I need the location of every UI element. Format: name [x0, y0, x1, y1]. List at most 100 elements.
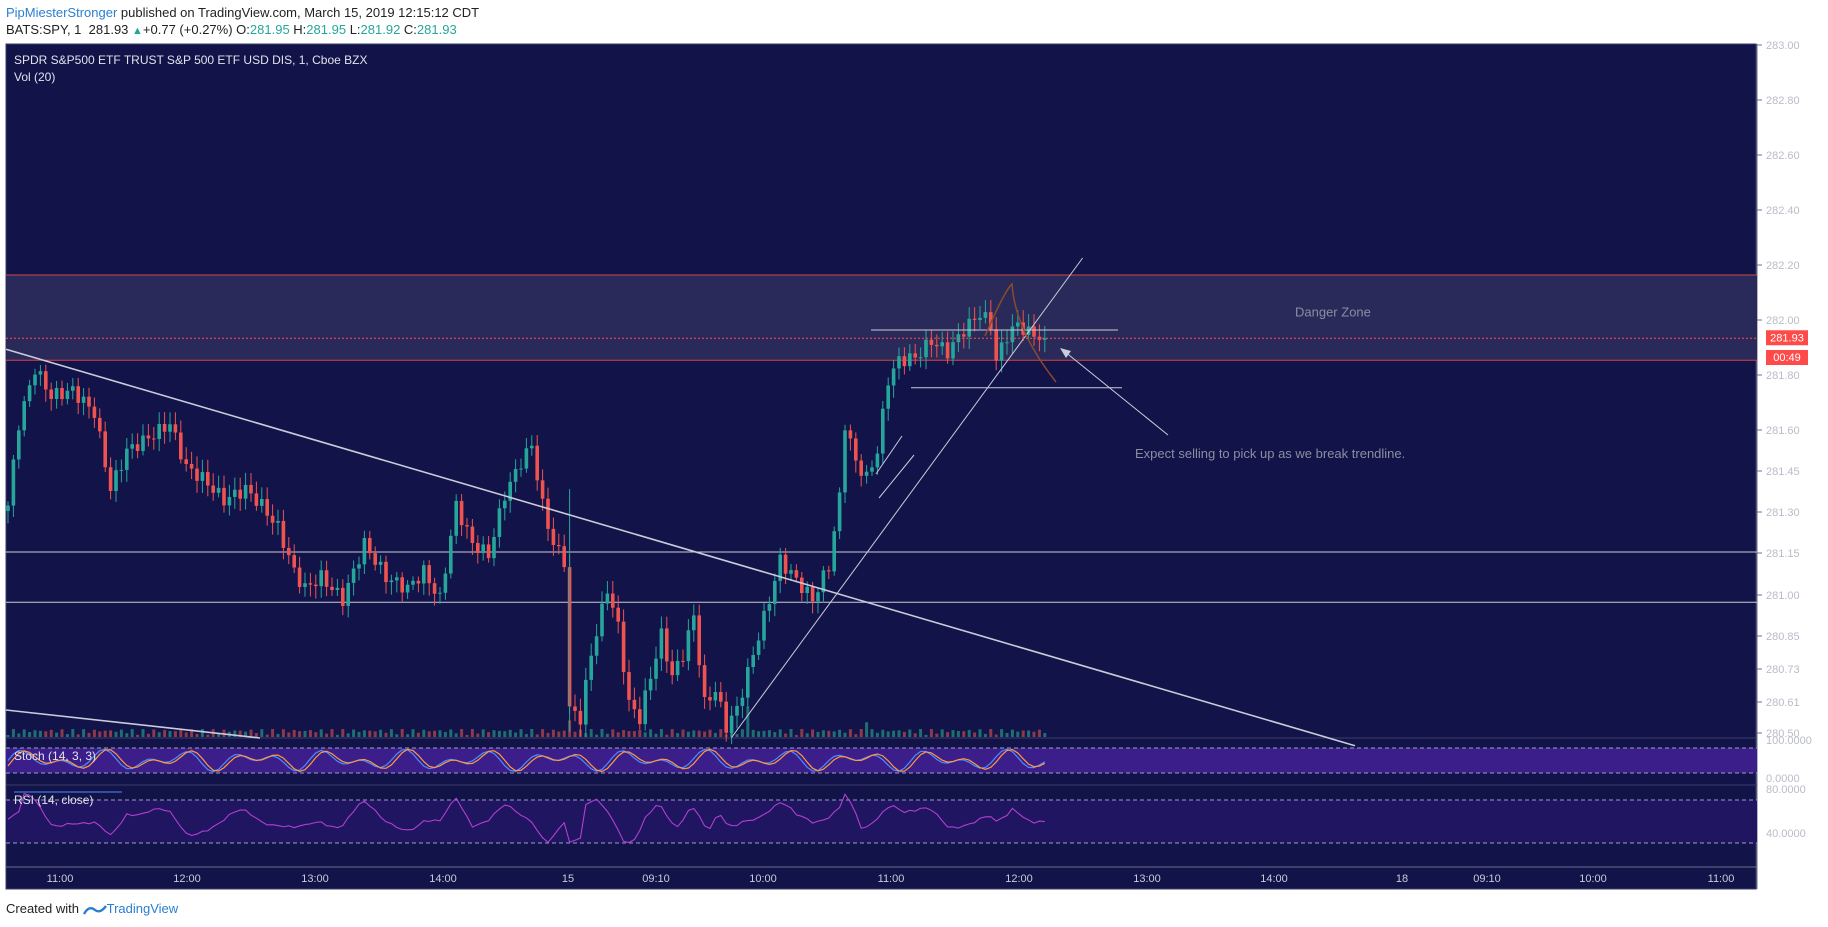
volume-bar [956, 730, 960, 737]
volume-bar [994, 734, 998, 737]
volume-bar [762, 730, 766, 737]
candle-body [108, 467, 113, 492]
candle-body [670, 661, 674, 676]
candle-body [751, 654, 755, 668]
volume-bar [1005, 732, 1009, 737]
candle-body [114, 470, 118, 492]
volume-bar [632, 731, 636, 737]
ticker-line: BATS:SPY, 1 281.93 ▲+0.77 (+0.27%) O:281… [6, 21, 457, 40]
time-tick-label: 14:00 [1260, 873, 1288, 885]
rsi-band [6, 800, 1757, 843]
danger-zone-label: Danger Zone [1295, 305, 1371, 320]
volume-bar [989, 729, 993, 737]
volume-bar [55, 732, 59, 737]
candle-body [432, 583, 437, 594]
candle-body [654, 658, 658, 679]
annotation-arrow [1063, 350, 1169, 436]
volume-bar [524, 734, 528, 737]
price-change: +0.77 (+0.27%) [142, 22, 233, 37]
time-tick-label: 10:00 [1579, 873, 1607, 885]
candle-body [308, 583, 313, 585]
volume-bar [503, 731, 507, 737]
volume-bar [38, 730, 42, 737]
volume-bar [325, 733, 329, 737]
volume-bar [535, 734, 539, 737]
volume-bar [271, 729, 275, 737]
candle-body [389, 580, 394, 583]
candle-body [330, 586, 334, 590]
candle-body [540, 480, 545, 499]
volume-bar [735, 734, 739, 737]
volume-bar [292, 729, 296, 737]
last-price-badge [1766, 330, 1808, 346]
candle-body [702, 665, 707, 697]
candle-body [843, 430, 847, 493]
volume-bar [44, 731, 48, 737]
candle-body [600, 603, 604, 637]
volume-bar [622, 730, 626, 737]
channel-line [878, 454, 915, 499]
volume-bar [983, 733, 987, 737]
candle-body [492, 537, 496, 559]
volume-bar [703, 731, 707, 737]
countdown-badge [1766, 350, 1808, 365]
volume-bar [362, 730, 366, 737]
volume-bar [200, 729, 204, 737]
candle-body [924, 339, 928, 358]
volume-bar [881, 729, 885, 737]
candle-body [459, 500, 464, 526]
author-link[interactable]: PipMiesterStronger [6, 5, 118, 20]
candle-body [881, 408, 885, 454]
candle-body [438, 592, 442, 594]
candle-body [708, 696, 712, 701]
volume-bar [514, 732, 518, 737]
candle-body [335, 587, 340, 590]
candle-body [913, 353, 917, 358]
candle-body [179, 432, 183, 460]
time-tick-label: 12:00 [1005, 873, 1033, 885]
candle-body [233, 489, 237, 497]
time-tick-label: 18 [1396, 873, 1408, 885]
volume-bar [832, 731, 836, 737]
volume-bar [816, 731, 820, 737]
price-tick-label: 282.60 [1766, 150, 1800, 162]
candle-body [98, 417, 102, 432]
candle-body [713, 691, 718, 701]
candle-body [551, 528, 556, 546]
candle-body [557, 545, 561, 547]
candle-body [783, 554, 788, 574]
price-tick-label: 282.40 [1766, 205, 1800, 217]
price-tick-label: 280.73 [1766, 664, 1800, 676]
countdown-badge-text: 00:49 [1773, 352, 1801, 364]
candle-body [940, 342, 944, 347]
volume-bar [152, 729, 156, 737]
candle-body [735, 705, 739, 716]
volume-bar [470, 729, 474, 737]
volume-bar [173, 731, 177, 737]
volume-bar [1016, 731, 1020, 737]
candle-body [119, 469, 124, 471]
price-tick-label: 281.60 [1766, 425, 1800, 437]
candle-body [324, 570, 329, 587]
volume-bar [951, 730, 955, 737]
volume-bar [71, 729, 75, 737]
volume-bar [875, 732, 879, 737]
volume-bar [897, 730, 901, 737]
tradingview-brand-link[interactable]: TradingView [106, 901, 179, 916]
volume-bar [249, 729, 253, 737]
volume-bar [746, 706, 750, 737]
volume-bar [179, 729, 183, 737]
descending-trendline [5, 348, 1356, 747]
publish-info: published on TradingView.com, March 15, … [120, 5, 480, 20]
candle-body [465, 525, 469, 527]
candle-body [400, 577, 404, 593]
volume-bar [757, 731, 761, 737]
ascending-trendline [731, 257, 1084, 738]
volume-bar [395, 734, 399, 737]
volume-bar [773, 732, 777, 737]
candle-body [1016, 322, 1020, 327]
candle-body [476, 542, 480, 554]
candle-body [71, 386, 75, 391]
volume-bar [978, 729, 982, 737]
